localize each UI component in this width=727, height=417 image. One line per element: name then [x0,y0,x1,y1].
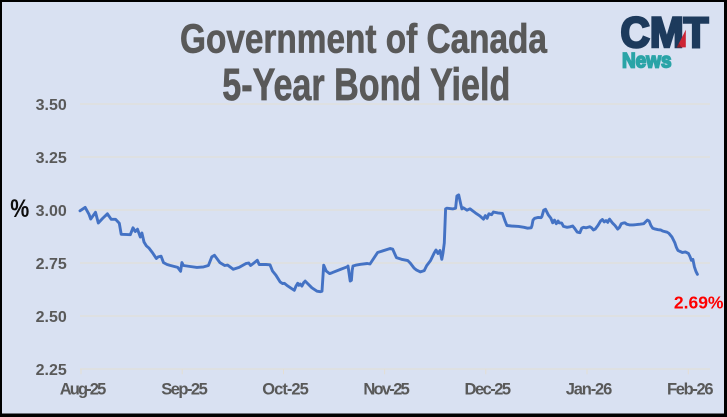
svg-text:3.50: 3.50 [36,97,67,114]
svg-text:3.25: 3.25 [36,150,67,167]
svg-text:Aug-25: Aug-25 [60,381,107,399]
svg-text:2.50: 2.50 [36,309,67,326]
svg-text:%: % [10,195,29,223]
svg-text:2.69%: 2.69% [674,293,724,313]
svg-text:Sep-25: Sep-25 [161,381,208,399]
svg-text:Oct-25: Oct-25 [262,381,309,399]
svg-text:3.00: 3.00 [36,203,67,220]
svg-text:Feb-26: Feb-26 [667,381,714,399]
svg-text:Nov-25: Nov-25 [363,381,410,399]
svg-text:2.25: 2.25 [36,362,67,379]
svg-text:2.75: 2.75 [36,256,67,273]
svg-text:Jan-26: Jan-26 [566,381,613,399]
svg-text:CMT: CMT [621,9,709,57]
svg-text:News: News [622,48,672,72]
svg-text:Dec-25: Dec-25 [465,381,512,399]
svg-text:Government of Canada: Government of Canada [180,15,548,61]
svg-text:5-Year Bond Yield: 5-Year Bond Yield [222,59,510,110]
